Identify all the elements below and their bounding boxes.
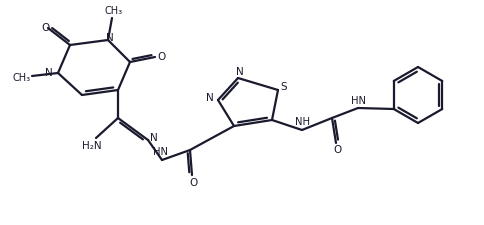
Text: N: N: [206, 93, 214, 103]
Text: HN: HN: [152, 147, 167, 157]
Text: N: N: [45, 68, 53, 78]
Text: N: N: [236, 67, 244, 77]
Text: CH₃: CH₃: [13, 73, 31, 83]
Text: O: O: [158, 52, 166, 62]
Text: CH₃: CH₃: [105, 6, 123, 16]
Text: O: O: [190, 178, 198, 188]
Text: NH: NH: [296, 117, 311, 127]
Text: HN: HN: [351, 96, 366, 106]
Text: N: N: [106, 33, 114, 43]
Text: N: N: [150, 133, 158, 143]
Text: O: O: [334, 145, 342, 155]
Text: O: O: [41, 23, 49, 33]
Text: S: S: [281, 82, 287, 92]
Text: H₂N: H₂N: [82, 141, 102, 151]
